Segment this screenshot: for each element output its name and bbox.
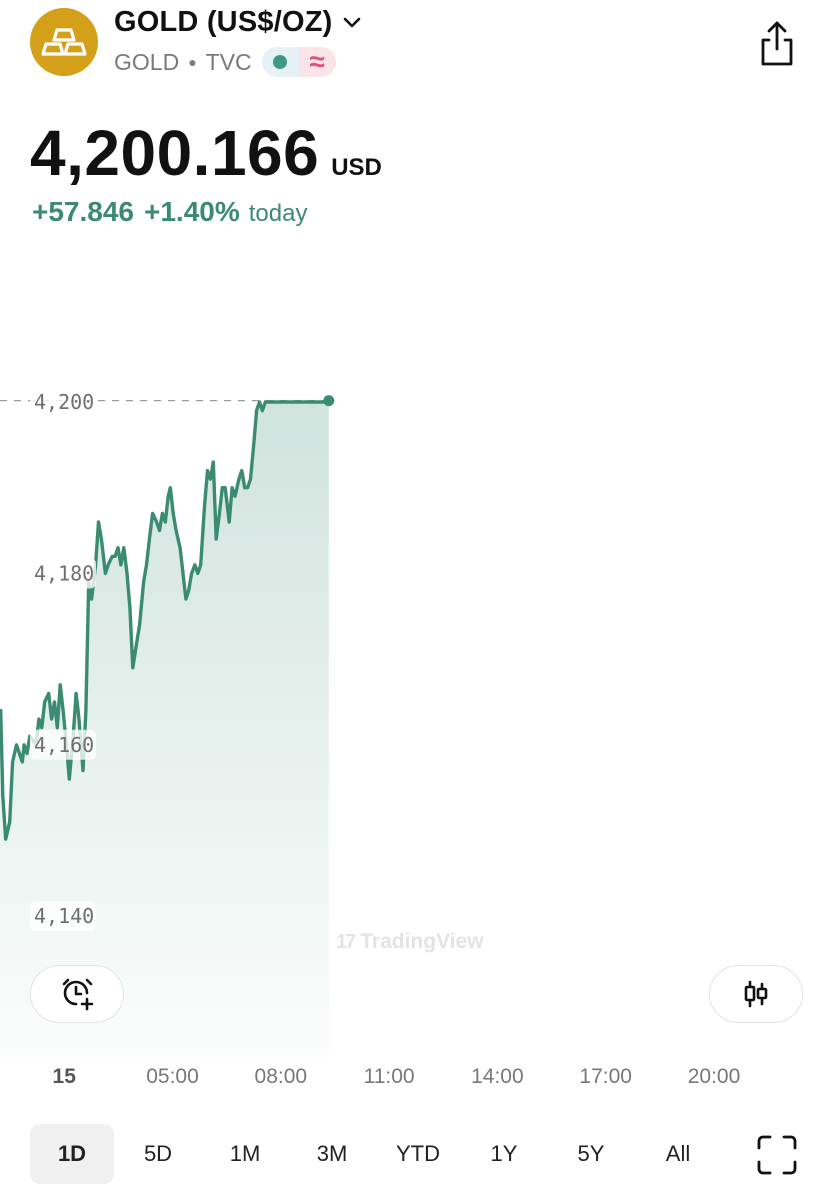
chevron-down-icon — [343, 17, 360, 27]
range-tab-1m[interactable]: 1M — [229, 1141, 261, 1166]
tradingview-logo-icon: 17 — [336, 930, 356, 953]
instrument-symbol: GOLD — [114, 48, 180, 75]
alarm-plus-icon — [62, 978, 94, 1011]
price-currency: USD — [331, 154, 382, 181]
x-tick-label: 17:00 — [579, 1065, 632, 1088]
fullscreen-icon[interactable] — [756, 1134, 798, 1176]
x-tick-label: 20:00 — [688, 1065, 741, 1088]
range-tab-5y[interactable]: 5Y — [577, 1141, 605, 1166]
price-chart[interactable]: 4,200 4,180 4,160 4,140 15 05:00 08:00 11:00 14… — [0, 0, 834, 1100]
price-line — [0, 400, 331, 841]
price-area-fill — [0, 402, 329, 1058]
last-price-point — [323, 395, 335, 407]
x-tick-label-day: 15 — [53, 1065, 77, 1088]
range-tab-3m[interactable]: 3M — [316, 1141, 348, 1166]
chart-type-button[interactable] — [709, 965, 803, 1023]
instrument-title: GOLD (US$/OZ) — [114, 6, 333, 38]
gold-bars-icon — [41, 28, 87, 56]
market-status-badge[interactable]: ≈ — [261, 47, 336, 77]
y-tick-label-bg — [30, 387, 96, 417]
y-tick-label-bg — [30, 901, 96, 932]
range-tab-all[interactable]: All — [665, 1141, 691, 1166]
delayed-data-icon: ≈ — [298, 47, 336, 77]
y-tick-label: 4,160 — [34, 733, 94, 757]
gold-logo — [30, 8, 98, 76]
instrument-title-button[interactable]: GOLD (US$/OZ) — [114, 6, 363, 39]
change-absolute: +57.846 — [32, 196, 134, 227]
x-tick-label: 08:00 — [255, 1065, 308, 1088]
range-tab-ytd[interactable]: YTD — [396, 1141, 440, 1166]
range-tab-5d[interactable]: 5D — [143, 1141, 173, 1166]
market-status-dot-icon — [261, 47, 299, 77]
share-icon[interactable] — [752, 18, 802, 70]
y-tick-label: 4,140 — [34, 904, 94, 928]
y-tick-label-bg — [30, 729, 96, 760]
watermark-text: TradingView — [360, 930, 484, 953]
x-tick-label: 05:00 — [146, 1065, 199, 1088]
range-tab-1d[interactable]: 1D — [30, 1124, 114, 1184]
tradingview-watermark: 17 TradingView — [336, 930, 484, 954]
change-percent: +1.40% — [144, 196, 240, 227]
x-tick-label: 11:00 — [364, 1065, 415, 1088]
x-tick-label: 14:00 — [471, 1065, 524, 1088]
change-period: today — [248, 200, 308, 227]
range-tab-1y[interactable]: 1Y — [490, 1141, 518, 1166]
price-row: 4,200.166 USD — [30, 116, 382, 190]
candlestick-icon — [744, 980, 768, 1008]
change-row: +57.846 +1.40% today — [32, 196, 307, 228]
instrument-subtitle: GOLD ● TVC ≈ — [114, 47, 336, 77]
add-alert-button[interactable] — [30, 965, 124, 1023]
last-price: 4,200.166 — [30, 117, 320, 189]
y-tick-label: 4,180 — [34, 561, 94, 585]
separator-dot: ● — [188, 54, 197, 70]
y-tick-label: 4,200 — [34, 390, 94, 414]
range-tabs: 1D 5D 1M 3M YTD 1Y 5Y All — [30, 1124, 730, 1184]
instrument-exchange: TVC — [205, 48, 252, 75]
y-tick-label-bg — [30, 558, 96, 589]
